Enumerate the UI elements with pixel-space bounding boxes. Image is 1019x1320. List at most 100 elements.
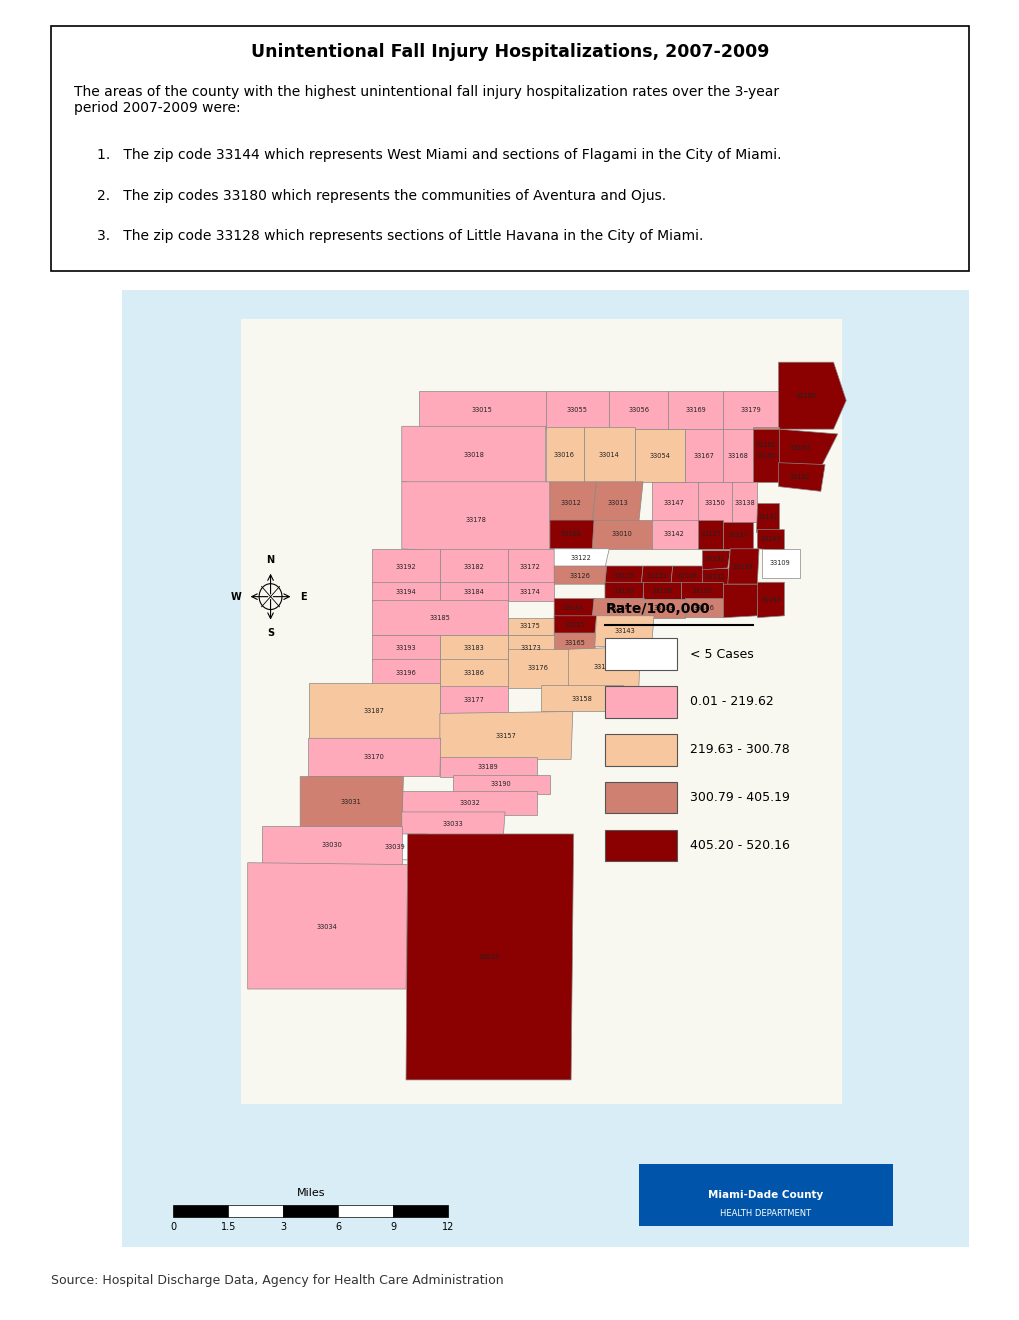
Polygon shape [727, 549, 758, 585]
Polygon shape [756, 529, 784, 550]
Polygon shape [439, 549, 507, 585]
Text: Miami-Dade County: Miami-Dade County [707, 1189, 822, 1200]
Polygon shape [553, 549, 608, 568]
Polygon shape [761, 549, 799, 577]
Text: 33146: 33146 [693, 605, 713, 611]
Polygon shape [651, 520, 697, 549]
Text: 33177: 33177 [463, 697, 484, 704]
Polygon shape [755, 503, 777, 532]
Polygon shape [777, 429, 837, 467]
Text: E: E [300, 591, 306, 602]
Polygon shape [722, 585, 758, 618]
Text: 6: 6 [335, 1221, 341, 1232]
Polygon shape [671, 566, 703, 585]
Text: 219.63 - 300.78: 219.63 - 300.78 [689, 743, 789, 756]
Polygon shape [439, 758, 537, 776]
Text: 33192: 33192 [395, 564, 416, 570]
Text: 33147: 33147 [663, 500, 684, 506]
Polygon shape [681, 582, 722, 598]
Text: 33139: 33139 [732, 564, 753, 570]
Text: 33168: 33168 [727, 453, 748, 459]
Text: 33016: 33016 [553, 451, 574, 458]
Text: 33055: 33055 [566, 407, 587, 413]
Polygon shape [545, 391, 608, 429]
Polygon shape [685, 429, 722, 482]
Text: Unintentional Fall Injury Hospitalizations, 2007-2009: Unintentional Fall Injury Hospitalizatio… [251, 44, 768, 62]
Text: 33190: 33190 [490, 781, 511, 787]
Text: 33127: 33127 [700, 532, 720, 537]
Polygon shape [240, 319, 842, 1104]
Polygon shape [604, 566, 642, 585]
Polygon shape [697, 520, 722, 549]
Polygon shape [507, 582, 553, 602]
Bar [604, 781, 677, 813]
Polygon shape [541, 685, 623, 711]
Polygon shape [372, 659, 439, 688]
Text: 33039: 33039 [384, 845, 405, 850]
Polygon shape [634, 429, 685, 482]
Text: 33138: 33138 [734, 500, 754, 506]
Text: 33186: 33186 [463, 671, 484, 676]
Polygon shape [401, 791, 537, 814]
Text: 33014: 33014 [598, 451, 619, 458]
Text: 33170: 33170 [363, 755, 384, 760]
Text: 33035: 33035 [478, 954, 499, 961]
Polygon shape [608, 391, 667, 429]
Text: 3.   The zip code 33128 which represents sections of Little Havana in the City o: 3. The zip code 33128 which represents s… [97, 230, 702, 243]
Polygon shape [553, 634, 596, 651]
Bar [604, 734, 677, 766]
Text: 300.79 - 405.19: 300.79 - 405.19 [689, 791, 789, 804]
Text: 33144: 33144 [561, 605, 583, 611]
Polygon shape [651, 482, 697, 521]
Text: 33185: 33185 [429, 615, 449, 620]
Text: 33157: 33157 [495, 734, 516, 739]
Polygon shape [549, 482, 596, 521]
Polygon shape [372, 599, 507, 635]
Text: 33183: 33183 [463, 645, 484, 651]
Polygon shape [604, 582, 643, 598]
Polygon shape [262, 826, 401, 865]
Polygon shape [642, 582, 681, 598]
Text: Miles: Miles [297, 1188, 325, 1197]
Polygon shape [439, 711, 573, 759]
Bar [393, 1205, 448, 1217]
Polygon shape [401, 426, 545, 491]
Text: 33167: 33167 [693, 453, 713, 459]
Text: S: S [267, 628, 274, 639]
Text: 33156: 33156 [593, 664, 614, 671]
Polygon shape [507, 635, 553, 661]
Polygon shape [583, 428, 634, 482]
Bar [604, 830, 677, 861]
Polygon shape [777, 462, 824, 491]
Text: 0.01 - 219.62: 0.01 - 219.62 [689, 696, 772, 709]
Polygon shape [702, 568, 727, 585]
Bar [604, 686, 677, 718]
Polygon shape [406, 834, 573, 1080]
Bar [173, 1205, 228, 1217]
Text: 33134: 33134 [607, 605, 629, 611]
Text: 33187: 33187 [363, 709, 384, 714]
Text: 33194: 33194 [395, 589, 416, 595]
Text: 33018: 33018 [463, 451, 484, 458]
Text: 33034: 33034 [317, 924, 337, 929]
Text: 33125: 33125 [612, 573, 634, 578]
Polygon shape [641, 566, 673, 585]
Polygon shape [777, 362, 846, 429]
Polygon shape [685, 598, 725, 618]
Bar [638, 1164, 892, 1226]
Text: 33189: 33189 [477, 764, 498, 770]
Text: 33032: 33032 [459, 800, 480, 807]
Text: 3: 3 [280, 1221, 286, 1232]
Polygon shape [592, 520, 651, 549]
Text: 12: 12 [441, 1221, 454, 1232]
Polygon shape [452, 775, 549, 793]
Text: 33129: 33129 [691, 587, 712, 594]
Text: 9: 9 [390, 1221, 396, 1232]
Text: 33158: 33158 [571, 696, 592, 702]
Text: 33109: 33109 [769, 560, 790, 566]
Text: 33142: 33142 [663, 532, 684, 537]
Text: 33141: 33141 [756, 515, 777, 520]
Polygon shape [722, 429, 752, 482]
Text: 33173: 33173 [520, 645, 540, 651]
Polygon shape [401, 812, 504, 836]
